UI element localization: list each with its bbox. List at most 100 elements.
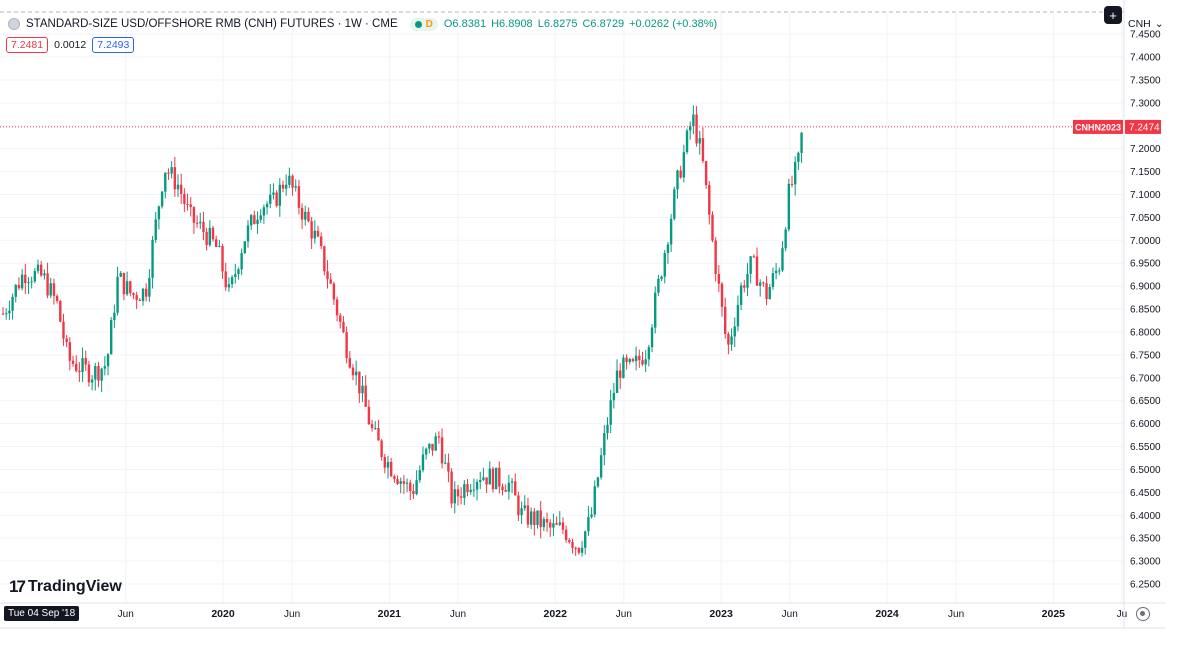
- candle-body: [52, 283, 56, 296]
- candle-body: [399, 481, 402, 484]
- last-price-tag-bg: [1125, 119, 1161, 134]
- candle-body: [87, 364, 91, 383]
- candle-body: [332, 283, 336, 300]
- candle-body: [507, 482, 511, 492]
- candle-body: [793, 161, 797, 185]
- candle-body: [78, 370, 81, 373]
- candle-body: [746, 273, 749, 288]
- candle-body: [36, 264, 40, 272]
- candle-body: [409, 482, 412, 492]
- candle-body: [179, 184, 183, 194]
- candle-body: [335, 299, 339, 316]
- candle-body: [431, 443, 434, 451]
- candle-body: [141, 288, 145, 302]
- settings-gear-icon[interactable]: [1136, 607, 1150, 621]
- x-tick-label: Jun: [284, 609, 300, 620]
- candle-body: [708, 184, 711, 215]
- symbol-select[interactable]: CNH ⌄: [1128, 18, 1164, 30]
- candle-body: [676, 170, 679, 190]
- symbol-tag-bg: [1073, 119, 1123, 134]
- candle-body: [304, 211, 307, 220]
- candle-body: [230, 277, 234, 285]
- candle-body: [59, 300, 62, 322]
- candle-body: [214, 239, 218, 248]
- candle-body: [243, 241, 247, 254]
- candle-body: [784, 229, 787, 249]
- candle-body: [240, 253, 243, 270]
- candle-body: [552, 523, 555, 528]
- close-label: C: [582, 18, 591, 30]
- candle-body: [380, 440, 383, 457]
- candle-body: [81, 358, 84, 373]
- candle-body: [262, 207, 266, 216]
- open-label: O: [443, 18, 453, 30]
- candle-body: [545, 519, 549, 523]
- high-value: 6.8908: [499, 18, 533, 30]
- candle-body: [183, 193, 186, 204]
- candle-body: [5, 313, 8, 315]
- candle-body: [724, 306, 727, 334]
- candle-body: [40, 264, 43, 276]
- candle-body: [453, 489, 456, 504]
- candle-body: [456, 489, 460, 497]
- y-tick-label: 6.8500: [1130, 305, 1161, 316]
- candle-body: [55, 295, 59, 301]
- y-tick-label: 7.1500: [1130, 167, 1161, 178]
- candle-body: [580, 547, 584, 553]
- candle-body: [294, 186, 297, 188]
- candle-body: [393, 476, 396, 480]
- candle-body: [62, 321, 65, 339]
- candle-body: [501, 486, 504, 490]
- candle-body: [148, 277, 151, 297]
- tradingview-logo[interactable]: 17 TradingView: [9, 577, 122, 597]
- candle-body: [488, 468, 491, 485]
- candle-body: [606, 424, 609, 434]
- candle-body: [316, 230, 320, 237]
- market-open-dot-icon: [414, 20, 422, 28]
- bid-ask-panel: 7.2481 0.0012 7.2493: [6, 37, 135, 53]
- x-tick-label: 2025: [1042, 608, 1066, 620]
- candle-body: [129, 281, 132, 294]
- candle-body: [170, 167, 173, 174]
- candle-body: [164, 172, 167, 192]
- candle-body: [482, 477, 485, 480]
- candle-body: [33, 271, 37, 282]
- candle-body: [685, 130, 689, 153]
- y-tick-label: 6.9500: [1130, 259, 1161, 270]
- candle-body: [11, 296, 14, 311]
- x-tick-label: 2020: [211, 608, 235, 620]
- candle-body: [284, 184, 288, 189]
- candle-body: [781, 248, 784, 271]
- candle-body: [568, 540, 571, 543]
- symbol-title[interactable]: STANDARD-SIZE USD/OFFSHORE RMB (CNH) FUT…: [26, 18, 398, 30]
- candle-body: [300, 207, 304, 220]
- candle-body: [389, 461, 393, 477]
- y-tick-label: 7.3500: [1130, 75, 1161, 86]
- add-symbol-button[interactable]: +: [1104, 6, 1122, 24]
- candle-body: [720, 283, 724, 307]
- candle-body: [571, 542, 574, 548]
- candle-body: [249, 215, 253, 226]
- sell-price-button[interactable]: 7.2481: [6, 37, 49, 53]
- candle-body: [71, 360, 75, 364]
- y-tick-label: 7.1000: [1130, 190, 1161, 201]
- candle-body: [259, 215, 262, 220]
- candle-body: [533, 511, 536, 525]
- candle-body: [657, 278, 660, 293]
- buy-price-button[interactable]: 7.2493: [92, 37, 135, 53]
- ohlc-values: O6.8381 H6.8908 L6.8275 C6.8729 +0.0262 …: [444, 18, 717, 30]
- candle-body: [644, 359, 647, 365]
- candle-body: [319, 236, 323, 247]
- candle-body: [307, 211, 310, 222]
- symbol-select-label: CNH: [1128, 18, 1151, 30]
- candle-body: [711, 214, 714, 241]
- candle-body: [97, 365, 100, 381]
- candle-body: [494, 467, 498, 490]
- market-status-pill[interactable]: D: [409, 17, 438, 31]
- candle-body: [526, 505, 530, 525]
- candle-body: [297, 186, 301, 208]
- candle-body: [135, 295, 138, 300]
- candle-body: [17, 284, 21, 289]
- candle-body: [367, 406, 371, 425]
